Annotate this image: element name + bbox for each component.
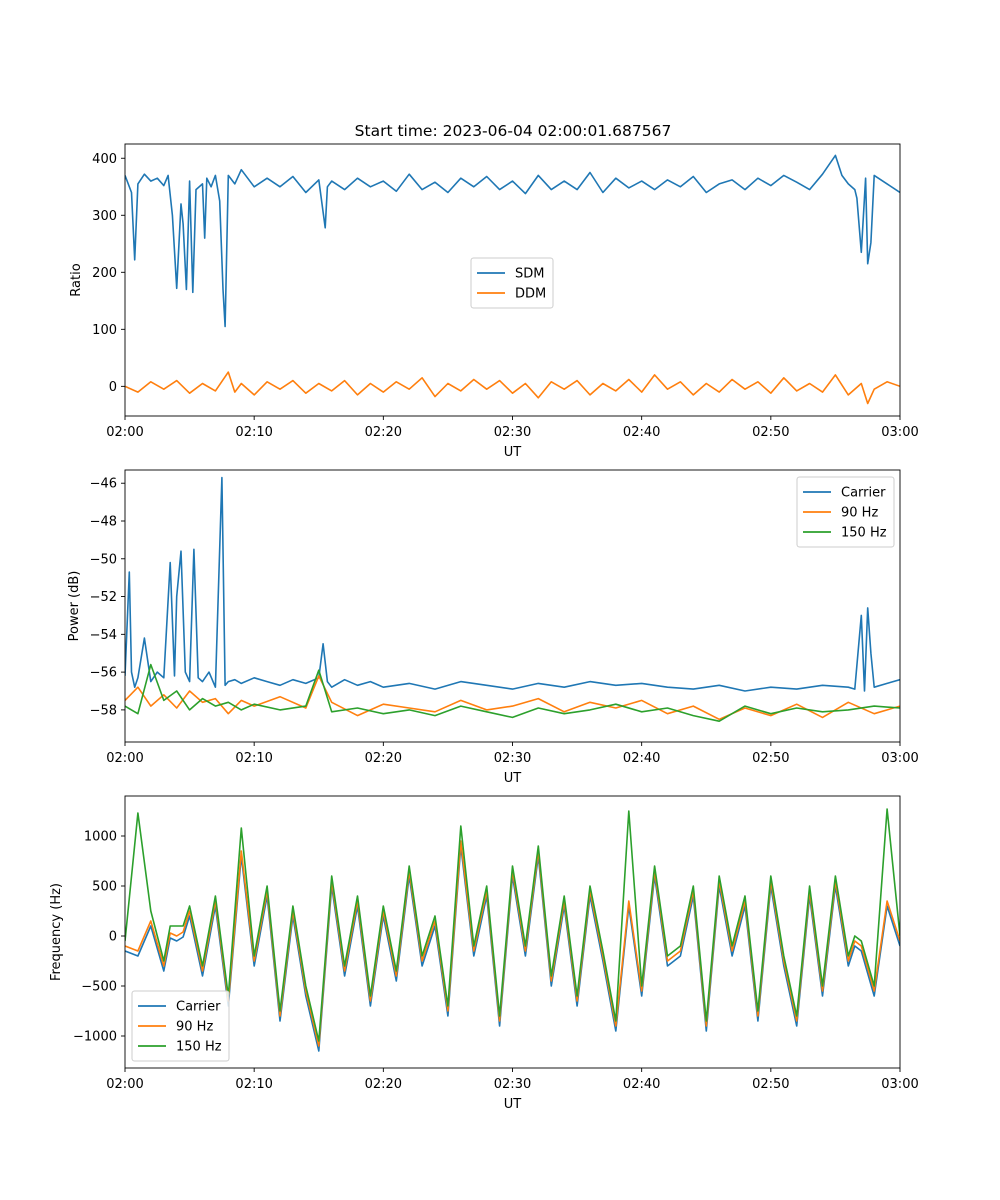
legend: Carrier 90 Hz 150 Hz	[796, 476, 895, 548]
legend-box	[470, 257, 554, 309]
series-line-150-hz	[125, 663, 900, 723]
panel-3: 02:00 02:10 02:20 02:30 02:40 02:50 03:00 −1000…	[49, 795, 919, 1112]
legend-entry: DDM	[515, 287, 546, 302]
y-tick-label: −58	[90, 703, 117, 718]
x-tick-label: 02:00	[106, 425, 143, 440]
x-axis-label: UT	[504, 1097, 522, 1112]
y-tick-label: −54	[90, 628, 117, 643]
x-tick-label: 02:40	[623, 1077, 660, 1092]
y-tick-label: −50	[90, 552, 117, 567]
legend-box	[131, 990, 230, 1062]
legend-entry: Carrier	[841, 486, 886, 501]
series-line-150-hz	[125, 808, 900, 1042]
x-tick-label: 03:00	[881, 1077, 918, 1092]
x-tick-label: 02:40	[623, 751, 660, 766]
legend-entry: Carrier	[176, 1000, 221, 1015]
series-line-ddm	[125, 371, 900, 405]
x-tick-label: 02:50	[752, 425, 789, 440]
y-tick-label: 0	[109, 930, 117, 945]
panel-1: 02:00 02:10 02:20 02:30 02:40 02:50 03:00 0 100 2…	[69, 143, 919, 460]
x-tick-label: 02:50	[752, 1077, 789, 1092]
legend: SDM DDM	[470, 257, 554, 309]
x-axis-label: UT	[504, 445, 522, 460]
x-tick-label: 02:20	[365, 425, 402, 440]
y-axis-label: Frequency (Hz)	[49, 883, 64, 981]
x-tick-label: 02:30	[494, 1077, 531, 1092]
x-tick-label: 02:30	[494, 425, 531, 440]
y-tick-label: −46	[90, 477, 117, 492]
legend-entry: 150 Hz	[841, 526, 887, 541]
legend-entry: 90 Hz	[176, 1020, 213, 1035]
panel-2: 02:00 02:10 02:20 02:30 02:40 02:50 03:00 −58 −5…	[67, 469, 919, 786]
series-line-carrier	[125, 476, 900, 692]
x-tick-label: 02:30	[494, 751, 531, 766]
y-tick-label: 100	[92, 323, 117, 338]
x-tick-label: 02:10	[235, 1077, 272, 1092]
x-tick-label: 02:40	[623, 425, 660, 440]
x-tick-label: 02:00	[106, 1077, 143, 1092]
x-tick-label: 02:20	[365, 1077, 402, 1092]
y-tick-label: −56	[90, 666, 117, 681]
x-tick-label: 02:00	[106, 751, 143, 766]
x-tick-label: 02:10	[235, 425, 272, 440]
y-tick-label: −52	[90, 590, 117, 605]
x-tick-label: 02:20	[365, 751, 402, 766]
y-tick-label: 1000	[84, 830, 117, 845]
legend-entry: SDM	[515, 267, 544, 282]
series-line-90-hz	[125, 675, 900, 721]
y-axis-label: Ratio	[69, 263, 84, 296]
x-tick-label: 02:50	[752, 751, 789, 766]
y-tick-label: −500	[81, 980, 117, 995]
y-tick-label: 300	[92, 209, 117, 224]
y-tick-label: −48	[90, 515, 117, 530]
y-tick-label: 400	[92, 152, 117, 167]
x-tick-label: 02:10	[235, 751, 272, 766]
y-axis-label: Power (dB)	[67, 571, 82, 642]
y-tick-label: −1000	[73, 1030, 117, 1045]
x-tick-label: 03:00	[881, 751, 918, 766]
legend: Carrier 90 Hz 150 Hz	[131, 990, 230, 1062]
figure-title: Start time: 2023-06-04 02:00:01.687567	[355, 122, 672, 140]
legend-box	[796, 476, 895, 548]
y-tick-label: 500	[92, 880, 117, 895]
y-tick-label: 0	[109, 380, 117, 395]
series-line-sdm	[125, 154, 900, 328]
legend-entry: 150 Hz	[176, 1040, 222, 1055]
x-tick-label: 03:00	[881, 425, 918, 440]
x-axis-label: UT	[504, 771, 522, 786]
legend-entry: 90 Hz	[841, 506, 878, 521]
y-tick-label: 200	[92, 266, 117, 281]
